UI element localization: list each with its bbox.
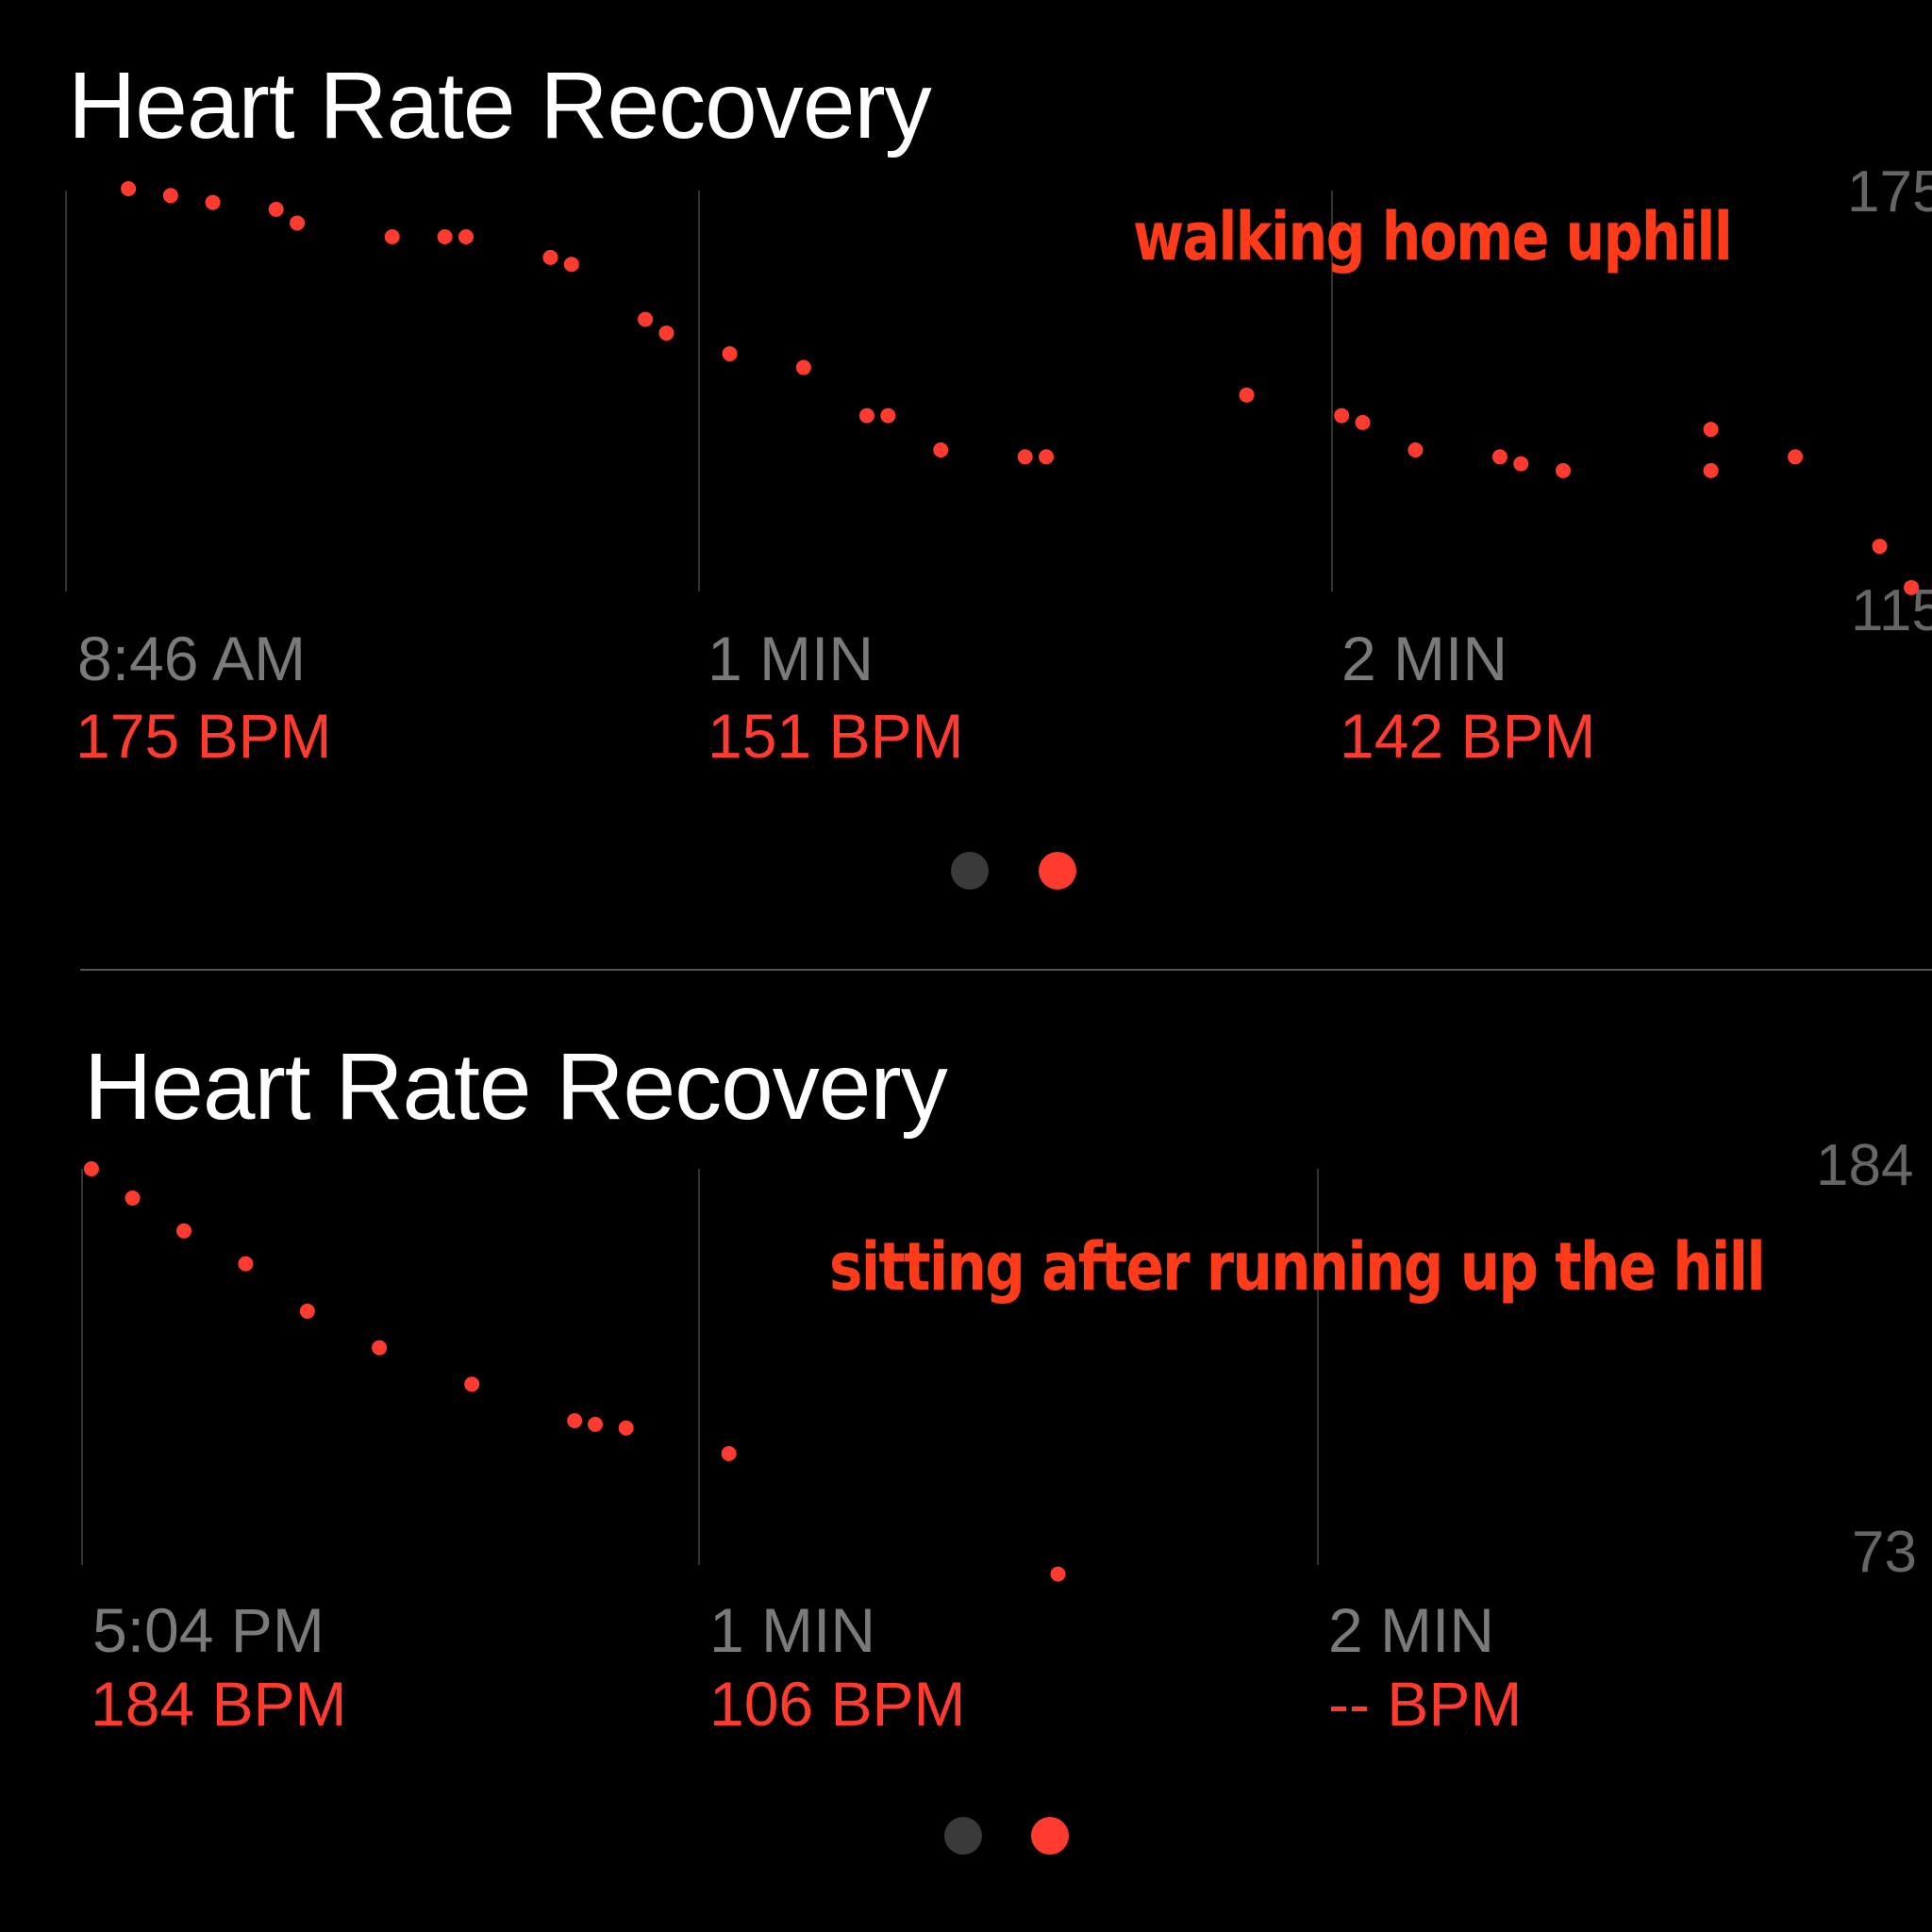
panel1-data-point: [933, 442, 949, 458]
panel1-data-point: [437, 229, 453, 245]
panel1-time-1min: 1 MIN: [708, 624, 874, 693]
panel2-bpm-1min: 106 BPM: [709, 1669, 966, 1739]
panel1-data-point: [458, 229, 474, 245]
panel1-gridline-1min: [698, 191, 700, 591]
panel1-time-2min: 2 MIN: [1341, 624, 1508, 693]
panel1-data-point: [542, 249, 558, 265]
panel2-data-point: [372, 1340, 388, 1356]
panel1-data-point: [658, 325, 675, 341]
panel1-data-point: [858, 408, 874, 424]
panel1-data-point: [1788, 449, 1804, 465]
panel2-data-point: [618, 1420, 634, 1436]
panel1-data-point: [1556, 462, 1572, 478]
panel1-data-point: [563, 257, 579, 273]
panel1-data-point: [722, 345, 738, 361]
panel1-data-point: [638, 311, 654, 327]
panel2-data-point: [299, 1303, 315, 1319]
panel2-time-1min: 1 MIN: [709, 1595, 876, 1665]
panel1-data-point: [1904, 579, 1920, 595]
panel1-data-point: [268, 201, 284, 217]
panel2-page-dot-2-active[interactable]: [1031, 1817, 1069, 1855]
panel1-data-point: [1334, 408, 1350, 424]
panel2-bpm-start: 184 BPM: [91, 1669, 347, 1739]
panel1-bpm-2min: 142 BPM: [1340, 701, 1596, 771]
panel1-data-point: [1407, 442, 1424, 458]
panel1-data-point: [1355, 414, 1371, 430]
panel1-bpm-1min: 151 BPM: [708, 701, 964, 771]
panel2-data-point: [567, 1413, 583, 1429]
panel1-data-point: [880, 408, 896, 424]
panel2-data-point: [1050, 1566, 1066, 1582]
panel1-data-point: [205, 194, 221, 210]
panel2-annotation: sitting after running up the hill: [829, 1228, 1766, 1306]
panel1-data-point: [290, 215, 306, 231]
panel2-gridline-2min: [1317, 1169, 1319, 1565]
panel1-data-point: [1239, 387, 1255, 403]
panel1-data-point: [121, 181, 137, 196]
panel1-data-point: [795, 359, 811, 375]
panel1-annotation: walking home uphill: [1133, 198, 1733, 275]
panel1-y-max-label: 175: [1847, 159, 1932, 225]
panel1-time-start: 8:46 AM: [77, 624, 307, 693]
panel2-data-point: [588, 1416, 603, 1432]
panel1-data-point: [1017, 449, 1033, 465]
panel2-data-point: [238, 1256, 254, 1272]
panel2-data-point: [125, 1190, 141, 1206]
panel2-time-start: 5:04 PM: [92, 1595, 325, 1665]
panel2-gridline-1min: [698, 1169, 700, 1565]
panel2-data-point: [176, 1223, 192, 1239]
panel2-time-2min: 2 MIN: [1328, 1595, 1495, 1665]
panel1-data-point: [1513, 456, 1529, 472]
panel1-data-point: [384, 229, 400, 245]
panel2-page-dot-1[interactable]: [944, 1817, 982, 1855]
panel1-gridline-0: [65, 191, 67, 591]
panel1-page-dot-1[interactable]: [951, 852, 989, 890]
panel1-data-point: [1872, 539, 1888, 555]
panel1-page-dot-2-active[interactable]: [1039, 852, 1076, 890]
panel2-gridline-0: [81, 1169, 83, 1565]
panel1-data-point: [1039, 449, 1055, 465]
panel1-title: Heart Rate Recovery: [68, 53, 932, 158]
panel1-bpm-start: 175 BPM: [75, 701, 332, 771]
panel1-data-point: [1703, 462, 1719, 478]
panel2-data-point: [83, 1161, 99, 1176]
panel2-y-max-label: 184: [1816, 1133, 1914, 1198]
panel2-bpm-2min: -- BPM: [1328, 1669, 1523, 1739]
panel2-data-point: [721, 1445, 737, 1461]
panel2-data-point: [464, 1376, 480, 1392]
panel1-data-point: [1703, 422, 1719, 438]
panel1-data-point: [162, 188, 178, 204]
panel2-y-min-label: 73: [1852, 1520, 1917, 1585]
panel2-title: Heart Rate Recovery: [84, 1034, 948, 1140]
panel1-gridline-2min: [1331, 191, 1333, 591]
section-divider: [80, 969, 1932, 971]
panel1-data-point: [1491, 449, 1507, 465]
